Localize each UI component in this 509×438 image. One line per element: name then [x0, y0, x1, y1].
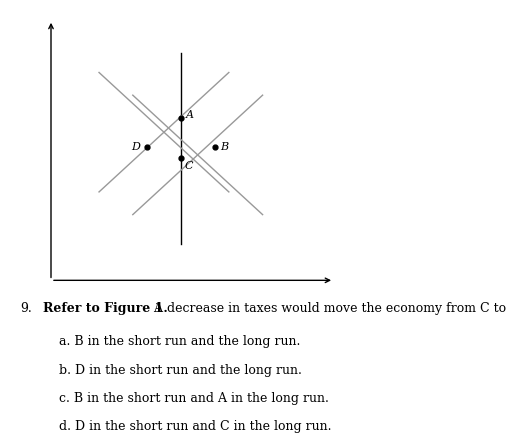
Text: C: C	[184, 161, 193, 171]
Text: b. D in the short run and the long run.: b. D in the short run and the long run.	[59, 364, 301, 377]
Text: a. B in the short run and the long run.: a. B in the short run and the long run.	[59, 335, 299, 348]
Text: d. D in the short run and C in the long run.: d. D in the short run and C in the long …	[59, 420, 330, 434]
Text: A decrease in taxes would move the economy from C to: A decrease in taxes would move the econo…	[150, 302, 505, 315]
Text: c. B in the short run and A in the long run.: c. B in the short run and A in the long …	[59, 392, 328, 405]
Text: Refer to Figure 1.: Refer to Figure 1.	[43, 302, 168, 315]
Text: A: A	[186, 110, 193, 120]
Text: B: B	[219, 141, 228, 152]
Text: 9.: 9.	[20, 302, 32, 315]
Text: D: D	[131, 141, 140, 152]
